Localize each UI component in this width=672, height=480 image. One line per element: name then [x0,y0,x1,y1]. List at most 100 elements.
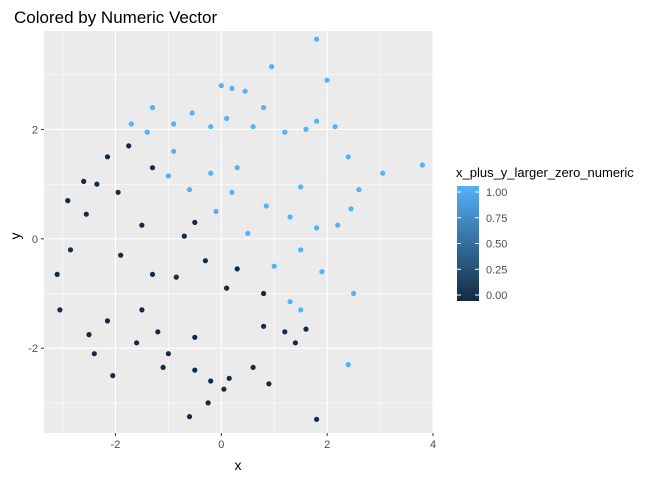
y-tick-label: 0 [32,234,38,246]
data-point [332,124,338,130]
data-point [292,340,298,346]
data-point [202,258,208,264]
data-point [104,154,111,160]
data-point [110,373,116,379]
data-point [126,143,132,149]
y-tick-label: -2 [28,343,38,355]
data-point [356,187,362,193]
x-axis-title: x [235,457,242,473]
legend-label: 0.75 [486,213,507,225]
data-point [94,181,100,187]
data-point [218,83,224,89]
data-point [314,118,320,124]
axis-ticks [41,128,434,436]
data-point [149,271,156,277]
data-point [287,299,293,305]
data-point [186,187,193,193]
major-gridlines [44,31,434,433]
data-point [155,329,161,335]
data-point [134,340,140,346]
data-point [189,110,195,116]
minor-gridlines [44,31,433,433]
data-point [314,225,320,231]
data-point [54,271,60,277]
data-point [173,274,179,280]
data-point [319,269,325,275]
data-point [139,222,145,228]
data-point [263,203,269,209]
data-point [303,126,309,132]
data-point [149,165,156,171]
data-point [81,178,87,184]
data-point [348,206,354,212]
data-point [261,105,267,111]
data-point [213,208,219,215]
data-point [104,318,111,324]
legend-label: 1.00 [486,187,507,199]
data-point [261,323,267,329]
data-point [165,351,171,357]
data-point [226,375,232,381]
data-point [65,198,71,204]
data-point [271,263,277,269]
data-point [234,266,240,272]
x-tick-label: 2 [324,439,330,451]
data-point [229,85,235,91]
data-point [186,414,193,420]
data-point [351,290,357,297]
data-point [224,285,230,291]
chart-title: Colored by Numeric Vector [14,8,217,27]
data-point [287,214,293,220]
axis-tick-labels: -2 0 2 4 -2 0 2 [28,124,436,451]
data-point [208,124,214,130]
data-point [269,64,275,70]
data-point [324,77,330,83]
data-point [221,386,227,392]
data-point [192,367,198,373]
data-point [91,351,97,357]
data-point [139,307,145,313]
data-point [250,364,256,370]
legend-title: x_plus_y_larger_zero_numeric [456,165,634,180]
x-tick-label: 4 [430,439,436,451]
data-point [266,381,272,387]
data-point [345,154,351,160]
data-point [229,189,235,195]
data-point [261,290,267,297]
data-point [345,362,351,368]
data-point [314,416,320,422]
data-point [250,124,256,130]
legend-ticks [457,191,479,296]
x-tick-label: -2 [111,439,121,451]
legend-label: 0.50 [486,239,507,251]
data-point [57,307,63,313]
legend-labels: 0.00 0.25 0.50 0.75 1.00 [486,187,507,302]
data-point [171,148,177,154]
x-tick-label: 0 [218,439,224,451]
data-point [234,165,240,171]
data-point [86,332,92,338]
data-point [282,329,288,335]
data-point [171,121,177,127]
data-point [144,129,150,135]
data-point [192,219,198,225]
data-point [245,230,251,236]
data-point [160,364,166,370]
data-point [115,189,121,195]
data-point [303,326,309,332]
data-points [54,36,425,422]
y-axis-title: y [7,233,23,240]
data-point [149,105,156,111]
data-point [419,162,425,168]
y-tick-label: 2 [32,124,38,136]
data-point [208,170,214,176]
data-point [224,115,230,122]
plot-panel [44,31,433,433]
data-point [181,233,187,239]
data-point [128,121,134,127]
data-point [67,247,74,253]
legend-colorbar [457,186,479,301]
data-point [314,36,320,42]
data-point [282,129,288,135]
